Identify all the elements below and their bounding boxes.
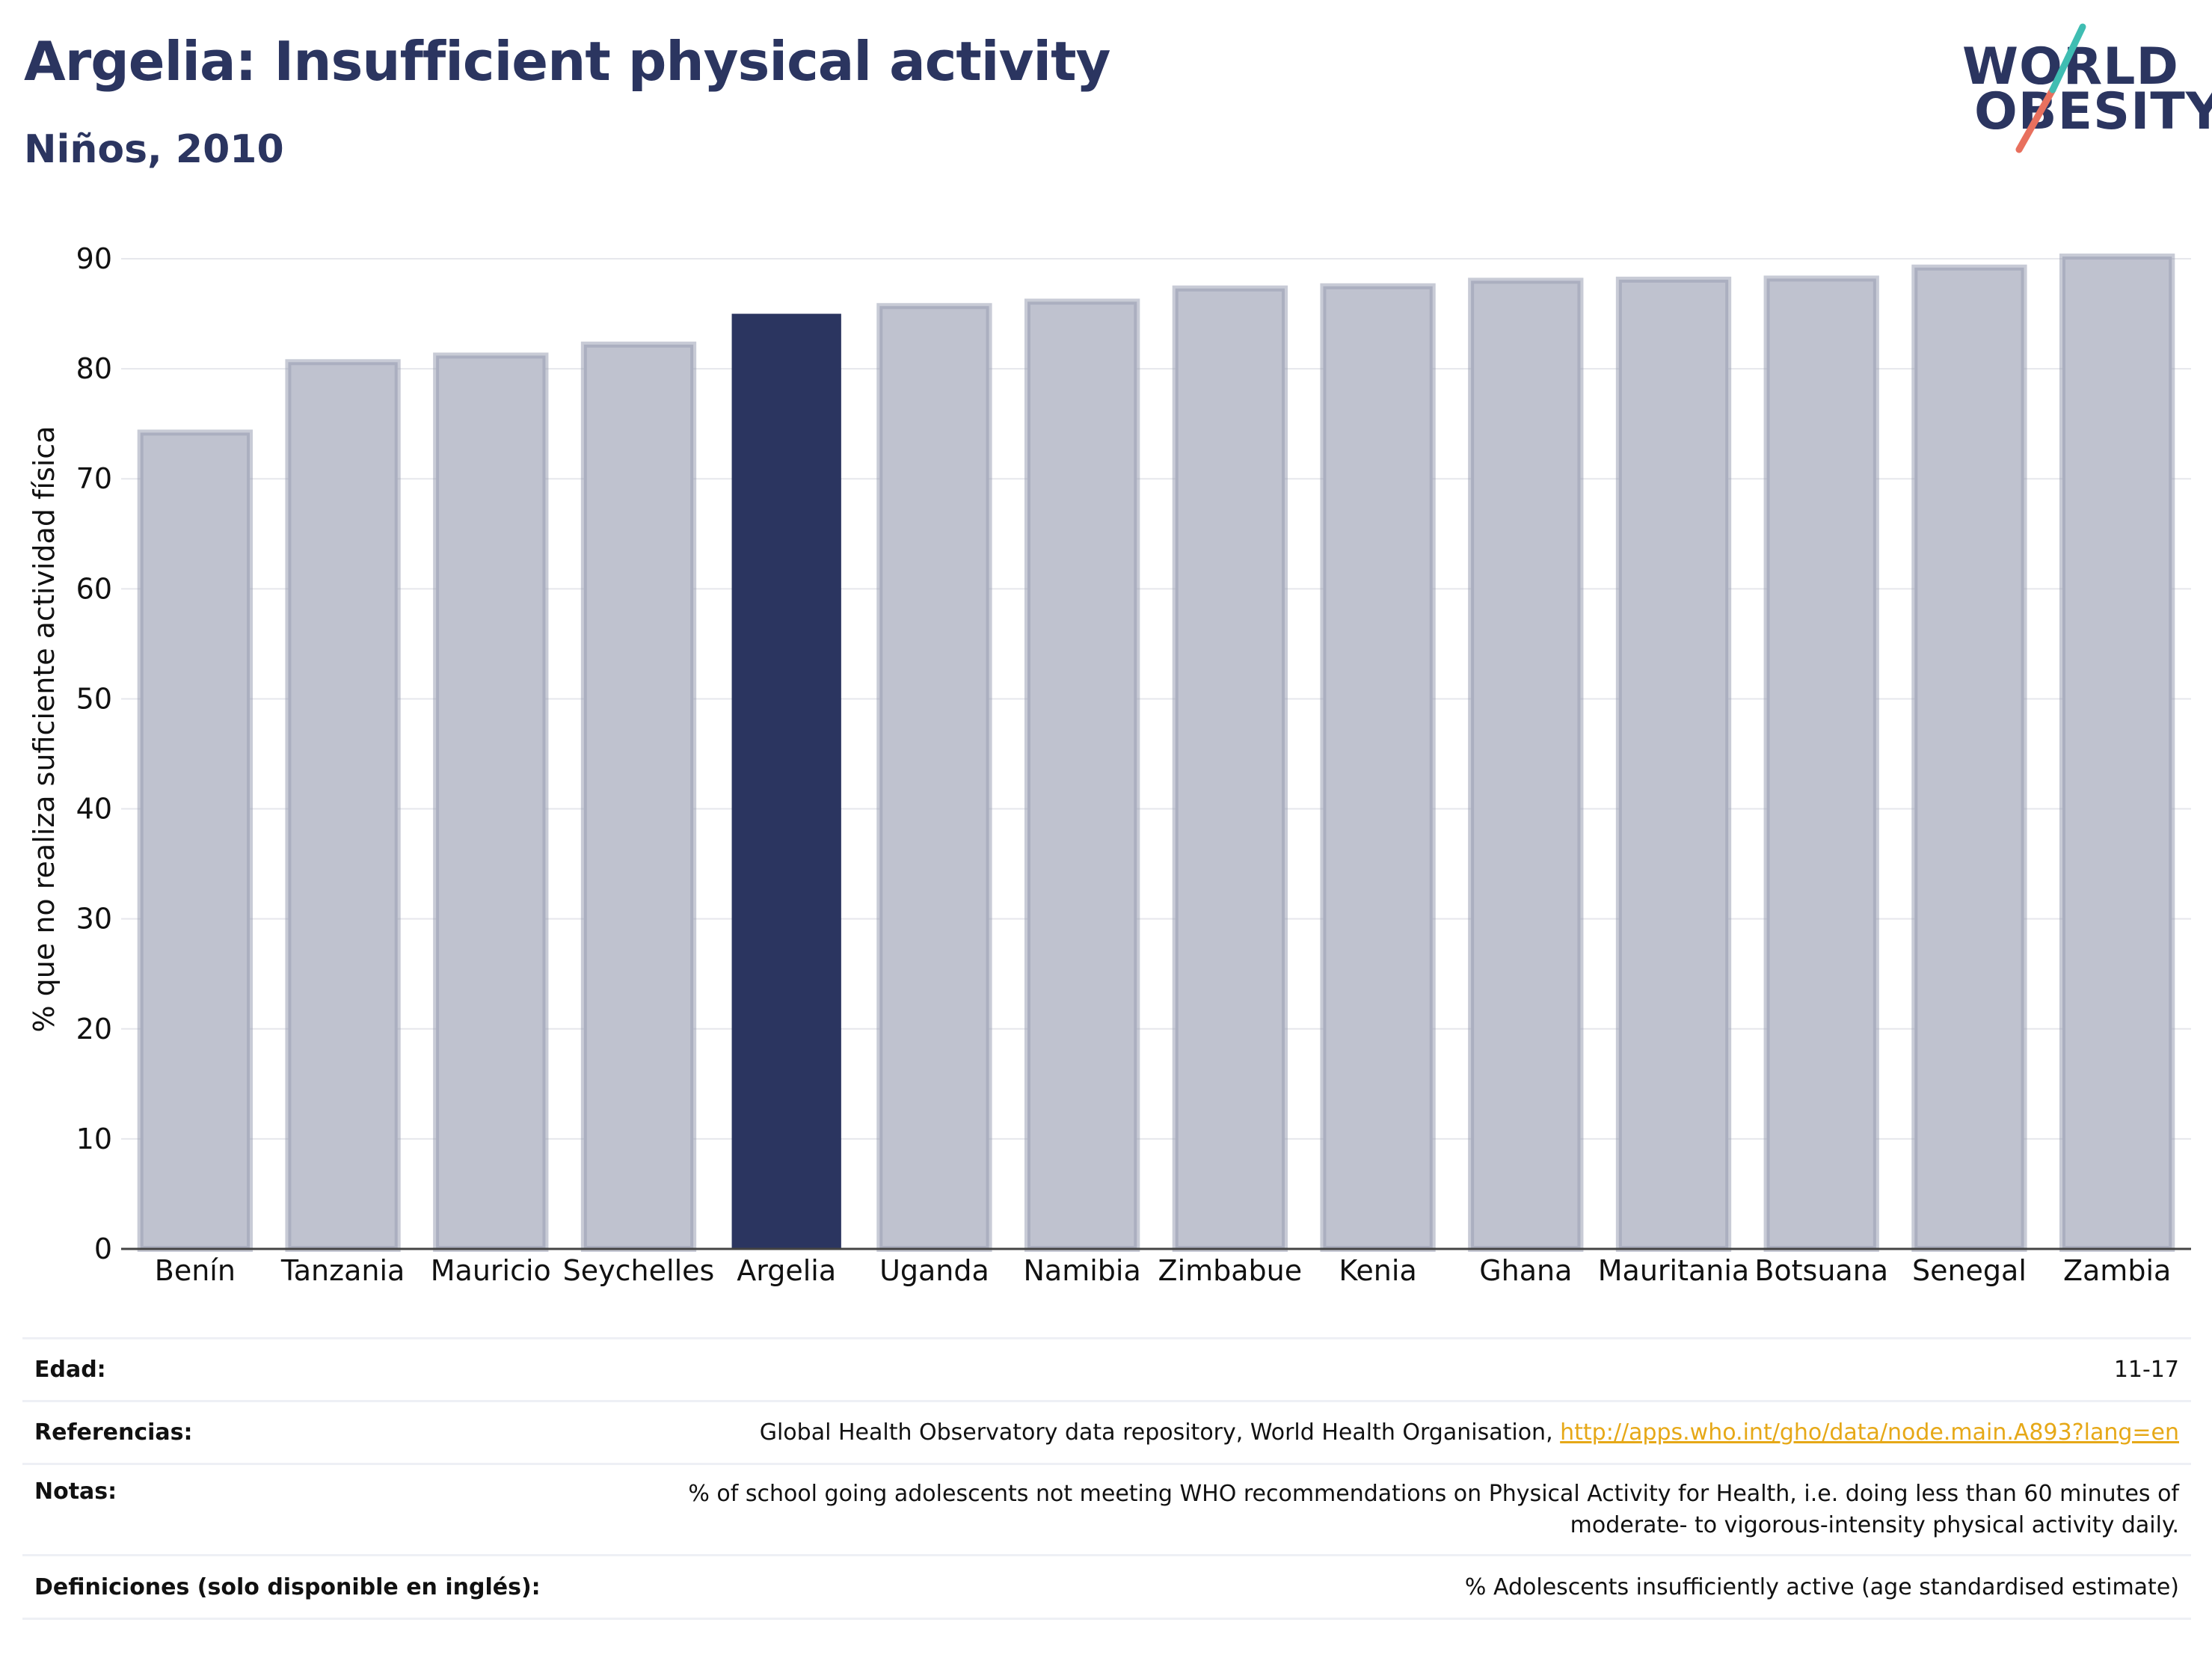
y-axis-label: % que no realiza suficiente actividad fí…: [28, 426, 61, 1033]
bar-benín: [137, 429, 254, 1252]
y-tick-label: 30: [76, 903, 112, 936]
x-tick-label: Benín: [155, 1254, 236, 1287]
chart-footer: Edad: 11-17 Referencias: Global Health O…: [22, 1337, 2191, 1620]
x-tick-label: Ghana: [1479, 1254, 1572, 1287]
page-title: Argelia: Insufficient physical activity: [24, 30, 1110, 93]
y-tick-label: 90: [76, 242, 112, 275]
bar-zimbabue: [1172, 285, 1288, 1253]
x-axis: Benín Tanzania Mauricio Seychelles Argelia Ug…: [121, 1247, 2191, 1287]
x-tick-label: Uganda: [879, 1254, 989, 1287]
footer-row-references: Referencias: Global Health Observatory d…: [22, 1400, 2191, 1463]
bar-namibia: [1024, 298, 1140, 1253]
x-tick-label: Zimbabue: [1158, 1254, 1303, 1287]
footer-notes-label: Notas:: [34, 1479, 117, 1505]
x-tick-label: Zambia: [2063, 1254, 2171, 1287]
bar-mauricio: [433, 352, 549, 1253]
footer-age-label: Edad:: [34, 1357, 106, 1383]
chart-bars: [137, 254, 2175, 1253]
world-obesity-logo: WORLD OBESITY: [1944, 22, 2212, 157]
footer-references-text: Global Health Observatory data repositor…: [759, 1419, 1561, 1446]
y-tick-label: 40: [76, 793, 112, 826]
x-tick-label: Tanzania: [280, 1254, 405, 1287]
footer-row-definitions: Definiciones (solo disponible en inglés)…: [22, 1554, 2191, 1620]
footer-references-link[interactable]: http://apps.who.int/gho/data/node.main.A…: [1560, 1419, 2179, 1446]
bar-botsuana: [1763, 275, 1879, 1253]
footer-age-value: 11-17: [2113, 1357, 2179, 1383]
footer-references-value: Global Health Observatory data repositor…: [760, 1419, 2191, 1446]
footer-row-age: Edad: 11-17: [22, 1337, 2191, 1400]
x-tick-label: Seychelles: [563, 1254, 715, 1287]
bar-chart: 0 10 20 30 40 50 60 70 80 90 Benín Tanzania Maurici…: [28, 242, 2191, 1287]
footer-definitions-value: % Adolescents insufficiently active (age…: [1464, 1573, 2179, 1600]
x-tick-label: Botsuana: [1754, 1254, 1888, 1287]
footer-references-label: Referencias:: [34, 1419, 193, 1446]
x-tick-label: Mauricio: [431, 1254, 551, 1287]
bar-uganda: [876, 303, 992, 1252]
bar-seychelles: [580, 341, 697, 1252]
x-tick-label: Mauritania: [1598, 1254, 1749, 1287]
footer-definitions-label: Definiciones (solo disponible en inglés)…: [34, 1573, 541, 1600]
logo-slash-icon: [2015, 23, 2086, 153]
bar-mauritania: [1615, 276, 1732, 1252]
y-tick-label: 0: [94, 1232, 112, 1265]
y-tick-label: 80: [76, 352, 112, 385]
y-axis: 0 10 20 30 40 50 60 70 80 90: [76, 242, 112, 1265]
chart-grid: [121, 258, 2191, 1140]
y-tick-label: 10: [76, 1123, 112, 1155]
bar-argelia: [731, 313, 841, 1249]
y-tick-label: 70: [76, 462, 112, 495]
y-tick-label: 20: [76, 1013, 112, 1045]
bar-senegal: [1911, 264, 2027, 1252]
bar-kenia: [1320, 283, 1436, 1252]
bar-zambia: [2059, 254, 2175, 1253]
y-tick-label: 60: [76, 572, 112, 605]
x-tick-label: Namibia: [1024, 1254, 1141, 1287]
x-tick-label: Senegal: [1912, 1254, 2027, 1287]
x-tick-label: Argelia: [737, 1254, 836, 1287]
footer-row-notes: Notas: % of school going adolescents not…: [22, 1463, 2191, 1554]
bar-tanzania: [285, 359, 401, 1253]
x-tick-label: Kenia: [1339, 1254, 1416, 1287]
bar-ghana: [1468, 277, 1584, 1252]
y-tick-label: 50: [76, 682, 112, 715]
footer-notes-value: % of school going adolescents not meetin…: [688, 1481, 2179, 1538]
logo-line2: OBESITY: [1974, 82, 2212, 141]
page-subtitle: Niños, 2010: [24, 127, 284, 172]
